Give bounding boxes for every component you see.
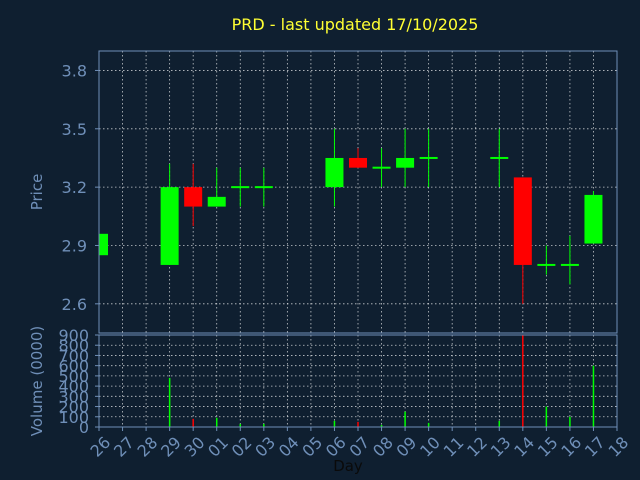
volume-tick-label: 300 bbox=[58, 387, 89, 406]
y-tick-label: 3.2 bbox=[62, 178, 87, 197]
volume-bar bbox=[357, 421, 359, 427]
candle-body bbox=[584, 194, 603, 244]
volume-tick-label: 100 bbox=[58, 408, 89, 427]
candle-body bbox=[160, 187, 179, 265]
candle-body bbox=[231, 186, 250, 189]
price-panel-frame bbox=[98, 50, 618, 334]
volume-bar bbox=[263, 423, 265, 427]
volume-bar bbox=[592, 365, 595, 427]
candle-body bbox=[396, 157, 415, 168]
volume-tick-label: 800 bbox=[58, 336, 89, 355]
y-tick-label: 2.6 bbox=[62, 295, 87, 314]
day-tick-labels: 2627282930010203040506070809101112131415… bbox=[86, 427, 632, 461]
candle-body bbox=[490, 156, 509, 159]
volume-tick-label: 900 bbox=[58, 326, 89, 345]
volume-bars-layer bbox=[168, 335, 595, 427]
volume-bar bbox=[545, 406, 548, 427]
volume-bar bbox=[333, 420, 336, 427]
x-tick-label: 18 bbox=[604, 433, 632, 461]
volume-bar bbox=[569, 416, 571, 427]
volume-tick-label: 0 bbox=[79, 418, 89, 437]
candle-body bbox=[537, 263, 556, 266]
candle-body bbox=[207, 196, 226, 207]
volume-bar bbox=[380, 424, 383, 427]
candles-layer bbox=[98, 128, 603, 304]
volume-bar bbox=[215, 417, 218, 427]
volume-tick-label: 600 bbox=[58, 357, 89, 376]
volume-tick-label: 400 bbox=[58, 377, 89, 396]
candle-body bbox=[99, 233, 108, 256]
volume-bar bbox=[192, 418, 194, 427]
candle-body bbox=[372, 166, 391, 169]
chart-title: PRD - last updated 17/10/2025 bbox=[232, 15, 479, 34]
volume-panel-frame bbox=[98, 334, 618, 428]
y-tick-label: 3.8 bbox=[62, 61, 87, 80]
y-tick-label: 3.5 bbox=[62, 120, 87, 139]
volume-bar bbox=[168, 377, 171, 427]
volume-tick-label: 200 bbox=[58, 398, 89, 417]
volume-bar bbox=[498, 420, 501, 427]
candle-body bbox=[419, 156, 438, 159]
candle-body bbox=[325, 157, 344, 188]
price-tick-labels: 2.6 2.9 3.2 3.5 3.8 bbox=[62, 61, 99, 314]
volume-tick-label: 700 bbox=[58, 346, 89, 365]
volume-axis-label: Volume (0000) bbox=[28, 326, 46, 436]
candle-body bbox=[513, 177, 532, 265]
y-tick-label: 2.9 bbox=[62, 236, 87, 255]
volume-bar bbox=[427, 422, 430, 427]
volume-tick-label: 500 bbox=[58, 367, 89, 386]
price-axis-label: Price bbox=[28, 174, 46, 211]
candle-body bbox=[254, 186, 273, 189]
candle-body bbox=[349, 157, 367, 168]
candle-body bbox=[184, 187, 203, 207]
volume-bar bbox=[239, 423, 242, 427]
candle-body bbox=[560, 263, 579, 266]
volume-bar bbox=[404, 411, 406, 427]
x-axis-label: Day bbox=[333, 457, 363, 475]
volume-bar bbox=[522, 335, 524, 427]
